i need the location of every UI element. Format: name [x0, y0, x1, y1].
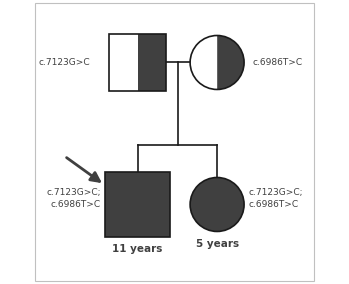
Wedge shape	[190, 36, 217, 89]
Circle shape	[190, 178, 244, 231]
Wedge shape	[217, 36, 244, 89]
Text: c.7123G>C;
c.6986T>C: c.7123G>C; c.6986T>C	[46, 188, 101, 209]
Text: c.6986T>C: c.6986T>C	[253, 58, 303, 67]
Polygon shape	[109, 34, 138, 91]
Polygon shape	[138, 34, 166, 91]
Text: 5 years: 5 years	[195, 239, 239, 248]
Polygon shape	[105, 172, 170, 237]
Text: c.7123G>C;
c.6986T>C: c.7123G>C; c.6986T>C	[248, 188, 303, 209]
Text: c.7123G>C: c.7123G>C	[38, 58, 90, 67]
Text: 11 years: 11 years	[112, 244, 163, 254]
